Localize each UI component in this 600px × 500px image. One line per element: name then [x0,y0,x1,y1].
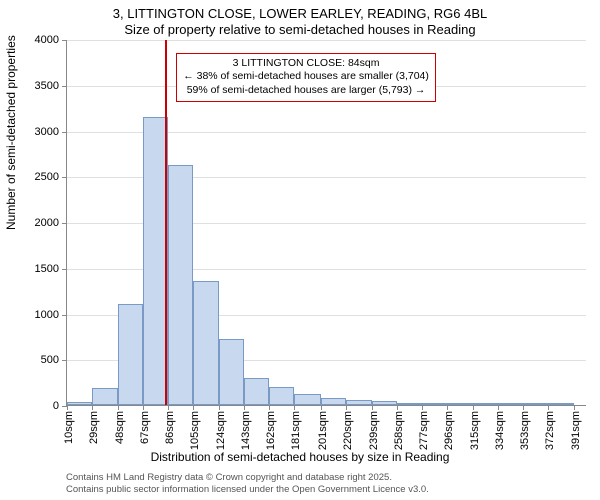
xtick-label: 391sqm [570,411,582,450]
xtick-mark [143,405,144,410]
xtick-mark [372,405,373,410]
histogram-bar [422,403,447,405]
xtick-mark [574,405,575,410]
xtick-label: 67sqm [139,411,151,444]
annotation-box: 3 LITTINGTON CLOSE: 84sqm← 38% of semi-d… [176,53,436,102]
attribution-line2: Contains public sector information licen… [66,484,429,495]
annotation-line3: 59% of semi-detached houses are larger (… [183,84,429,98]
xtick-mark [498,405,499,410]
xtick-mark [397,405,398,410]
histogram-bar [118,304,143,405]
ytick-label: 1000 [35,309,59,321]
histogram-bar [193,281,218,405]
histogram-plot: 0500100015002000250030003500400010sqm29s… [66,40,586,406]
ytick-label: 500 [41,354,59,366]
xtick-label: 239sqm [368,411,380,450]
xtick-label: 334sqm [494,411,506,450]
xtick-label: 201sqm [317,411,329,450]
xtick-mark [523,405,524,410]
ytick-mark [62,360,67,361]
xtick-label: 86sqm [164,411,176,444]
ytick-label: 4000 [35,34,59,46]
ytick-mark [62,86,67,87]
histogram-bar [372,401,397,405]
histogram-bar [219,339,244,405]
xtick-label: 48sqm [114,411,126,444]
xtick-mark [422,405,423,410]
gridline [67,40,586,41]
xtick-mark [67,405,68,410]
histogram-bar [294,394,321,405]
ytick-label: 0 [53,400,59,412]
histogram-bar [498,403,523,405]
xtick-label: 10sqm [63,411,75,444]
xtick-label: 105sqm [189,411,201,450]
xtick-mark [193,405,194,410]
histogram-bar [346,400,371,405]
xtick-label: 124sqm [215,411,227,450]
histogram-bar [67,402,92,405]
chart-title-line2: Size of property relative to semi-detach… [0,22,600,37]
xtick-mark [219,405,220,410]
xtick-label: 258sqm [393,411,405,450]
x-axis-label: Distribution of semi-detached houses by … [0,450,600,464]
xtick-label: 315sqm [469,411,481,450]
xtick-label: 143sqm [240,411,252,450]
xtick-mark [92,405,93,410]
xtick-mark [346,405,347,410]
histogram-bar [143,117,168,405]
xtick-mark [244,405,245,410]
ytick-mark [62,132,67,133]
xtick-label: 29sqm [88,411,100,444]
ytick-label: 3500 [35,80,59,92]
xtick-label: 353sqm [519,411,531,450]
ytick-mark [62,40,67,41]
ytick-mark [62,177,67,178]
ytick-mark [62,315,67,316]
histogram-bar [447,403,472,405]
chart-title-line1: 3, LITTINGTON CLOSE, LOWER EARLEY, READI… [0,6,600,21]
histogram-bar [397,403,422,405]
ytick-mark [62,269,67,270]
xtick-label: 277sqm [418,411,430,450]
ytick-label: 3000 [35,126,59,138]
attribution: Contains HM Land Registry data © Crown c… [66,472,429,496]
xtick-mark [294,405,295,410]
histogram-bar [548,403,573,405]
xtick-mark [548,405,549,410]
xtick-label: 220sqm [342,411,354,450]
ytick-label: 2500 [35,171,59,183]
property-marker-line [165,40,167,405]
xtick-label: 296sqm [443,411,455,450]
histogram-bar [244,378,269,405]
xtick-mark [447,405,448,410]
xtick-mark [473,405,474,410]
annotation-line2: ← 38% of semi-detached houses are smalle… [183,70,429,84]
histogram-bar [473,403,498,405]
histogram-bar [321,398,346,405]
ytick-mark [62,223,67,224]
y-axis-label: Number of semi-detached properties [4,35,18,230]
ytick-label: 1500 [35,263,59,275]
xtick-mark [269,405,270,410]
xtick-label: 181sqm [290,411,302,450]
histogram-bar [523,403,548,405]
attribution-line1: Contains HM Land Registry data © Crown c… [66,472,392,483]
histogram-bar [269,387,294,405]
xtick-mark [168,405,169,410]
histogram-bar [92,388,117,405]
ytick-label: 2000 [35,217,59,229]
xtick-label: 162sqm [265,411,277,450]
xtick-mark [118,405,119,410]
xtick-label: 372sqm [544,411,556,450]
histogram-bar [168,165,193,405]
xtick-mark [321,405,322,410]
annotation-line1: 3 LITTINGTON CLOSE: 84sqm [183,57,429,71]
